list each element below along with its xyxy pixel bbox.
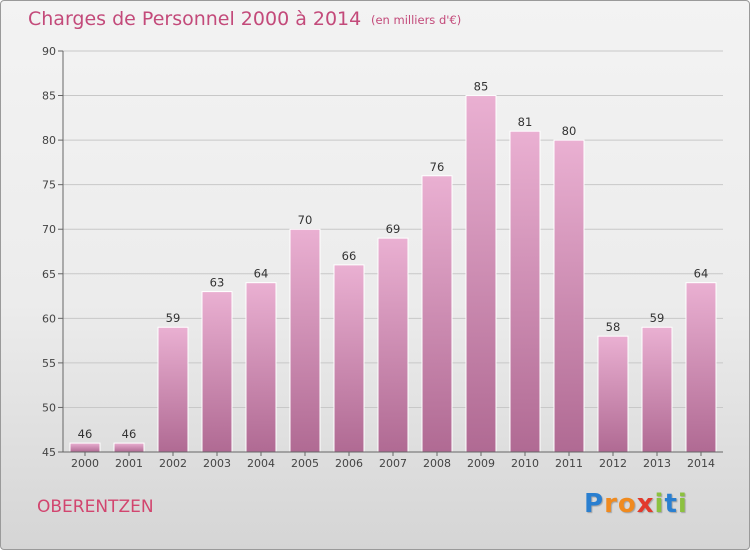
bar: [113, 442, 145, 453]
x-tick-label: 2001: [115, 457, 143, 470]
chart-title: Charges de Personnel 2000 à 2014: [28, 8, 362, 30]
x-tick-label: 2003: [203, 457, 231, 470]
bars: 46 46 59 63 64 70 66 69 76 85 81 80 58 59 64: [69, 80, 717, 453]
x-tick-label: 2004: [247, 457, 275, 470]
y-tick-label: 65: [42, 268, 56, 281]
logo-letter: P: [584, 489, 605, 519]
x-tick-label: 2013: [643, 457, 671, 470]
data-label: 63: [210, 276, 225, 290]
data-label: 59: [166, 311, 181, 325]
bar: [685, 282, 717, 453]
y-tick-label: 45: [42, 446, 56, 459]
x-tick-label: 2002: [159, 457, 187, 470]
x-tick-label: 2009: [467, 457, 495, 470]
bar: [333, 264, 365, 453]
data-label: 66: [342, 249, 357, 263]
data-label: 64: [254, 267, 269, 281]
chart-subtitle: (en milliers d'€): [371, 13, 462, 27]
logo-letter: t: [664, 489, 678, 519]
bar: [641, 326, 673, 453]
bar: [201, 291, 233, 453]
logo-letter: i: [677, 489, 688, 519]
data-label: 46: [78, 427, 93, 441]
logo-letter: x: [636, 489, 655, 519]
x-tick-label: 2014: [687, 457, 715, 470]
bar: [553, 139, 585, 453]
commune-name: OBERENTZEN: [37, 497, 154, 517]
data-label: 80: [562, 124, 577, 138]
bar: [69, 442, 101, 453]
bar: [157, 326, 189, 453]
bar: [421, 175, 453, 453]
data-label: 64: [694, 267, 709, 281]
y-tick-label: 70: [42, 223, 56, 236]
x-tick-label: 2012: [599, 457, 627, 470]
bar: [509, 130, 541, 453]
data-label: 81: [518, 115, 533, 129]
axes: 45 50 55 60 65 70 75 80 85 90 2000 2001 2002 2003 2004…: [42, 45, 723, 470]
data-label: 46: [122, 427, 137, 441]
y-tick-label: 85: [42, 90, 56, 103]
x-tick-label: 2008: [423, 457, 451, 470]
x-tick-label: 2005: [291, 457, 319, 470]
data-label: 76: [430, 160, 445, 174]
bar: [289, 228, 321, 453]
y-tick-label: 90: [42, 45, 56, 58]
x-tick-label: 2011: [555, 457, 583, 470]
bar: [465, 95, 497, 453]
y-tick-label: 55: [42, 357, 56, 370]
bar: [245, 282, 277, 453]
data-label: 59: [650, 311, 665, 325]
data-label: 70: [298, 213, 313, 227]
x-tick-label: 2006: [335, 457, 363, 470]
proxiti-logo[interactable]: Proxiti: [584, 489, 688, 519]
data-label: 85: [474, 80, 489, 94]
y-tick-label: 75: [42, 179, 56, 192]
x-tick-label: 2007: [379, 457, 407, 470]
y-tick-label: 50: [42, 401, 56, 414]
data-label: 58: [606, 320, 621, 334]
logo-letter: i: [654, 489, 665, 519]
logo-letter: o: [617, 489, 637, 519]
bar: [377, 237, 409, 453]
y-tick-label: 60: [42, 312, 56, 325]
y-tick-label: 80: [42, 134, 56, 147]
logo-letter: r: [604, 489, 618, 519]
x-tick-label: 2010: [511, 457, 539, 470]
data-label: 69: [386, 222, 401, 236]
bar: [597, 335, 629, 453]
x-tick-label: 2000: [71, 457, 99, 470]
